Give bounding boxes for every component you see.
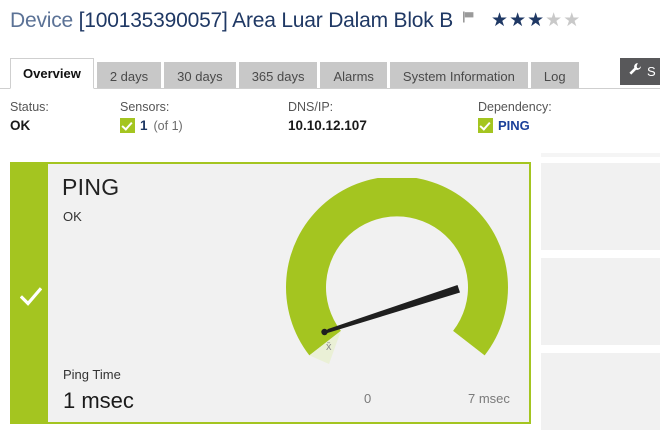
- gauge-max-label: 7 msec: [468, 391, 510, 406]
- gauge-min-label: 0: [364, 391, 372, 406]
- page-title-prefix: Device: [10, 9, 73, 32]
- rating-stars[interactable]: ★ ★ ★ ★ ★: [491, 11, 580, 30]
- metric-value: 1 msec: [63, 388, 134, 413]
- tab-settings[interactable]: S: [620, 58, 660, 85]
- tab-system-information[interactable]: System Information: [389, 62, 528, 89]
- dependency-link[interactable]: PING: [498, 118, 530, 133]
- metric-label: Ping Time: [63, 367, 121, 382]
- sensors-count: 1: [140, 118, 148, 133]
- device-status-bar: Status: OK Sensors: 1 (of 1) DNS/IP: 10.…: [0, 92, 660, 150]
- tab-overview[interactable]: Overview: [10, 58, 94, 89]
- tab-2-days[interactable]: 2 days: [96, 62, 162, 89]
- sensor-state: OK: [63, 209, 82, 224]
- gauge-arc: [286, 178, 508, 356]
- tab-alarms[interactable]: Alarms: [320, 62, 387, 89]
- gauge-needle: [322, 285, 460, 335]
- gauge-average-wedge: [309, 330, 341, 364]
- gauge-svg: [286, 178, 508, 364]
- side-panel-top-spacer: [541, 153, 660, 157]
- sensor-status-stripe: [12, 164, 48, 422]
- check-icon: [120, 118, 135, 133]
- page-title-main: [100135390057] Area Luar Dalam Blok B: [78, 9, 454, 32]
- dependency-label: Dependency:: [478, 100, 552, 114]
- star-3[interactable]: ★: [527, 9, 545, 31]
- sensors-value: 1 (of 1): [120, 118, 183, 133]
- status-field-sensors: Sensors: 1 (of 1): [120, 100, 183, 133]
- sensors-label: Sensors:: [120, 100, 170, 114]
- status-field-dependency: Dependency: PING: [478, 100, 552, 133]
- gauge-average-marker: x̄: [326, 341, 332, 353]
- status-label: Status:: [10, 100, 49, 114]
- side-panel-2[interactable]: [541, 258, 660, 345]
- star-2[interactable]: ★: [509, 9, 527, 31]
- flag-icon[interactable]: [461, 10, 475, 29]
- star-1[interactable]: ★: [491, 9, 509, 31]
- check-icon: [478, 118, 493, 133]
- star-5[interactable]: ★: [563, 9, 581, 31]
- side-panel-3[interactable]: [541, 353, 660, 430]
- dnsip-value: 10.10.12.107: [288, 118, 367, 133]
- tab-bar: Overview 2 days 30 days 365 days Alarms …: [0, 58, 660, 90]
- sensor-card[interactable]: PING OK Ping Time 1 msec x̄ 0 7 msec: [10, 162, 531, 424]
- sensors-total: (of 1): [153, 118, 183, 133]
- check-icon: [19, 286, 43, 308]
- dependency-value[interactable]: PING: [478, 118, 552, 133]
- tab-bar-underline: [0, 88, 660, 89]
- tab-365-days[interactable]: 365 days: [238, 62, 318, 89]
- sensor-card-body: PING OK Ping Time 1 msec x̄ 0 7 msec: [48, 164, 529, 422]
- tab-30-days[interactable]: 30 days: [164, 62, 236, 89]
- star-4[interactable]: ★: [545, 9, 563, 31]
- gauge-needle-pivot: [321, 328, 328, 336]
- tab-settings-label: S: [647, 64, 656, 79]
- wrench-icon: [628, 58, 642, 85]
- dnsip-label: DNS/IP:: [288, 100, 334, 114]
- ping-time-gauge: x̄ 0 7 msec: [272, 178, 522, 418]
- sensor-name[interactable]: PING: [62, 174, 120, 200]
- status-field-status: Status: OK: [10, 100, 49, 133]
- status-field-dnsip: DNS/IP: 10.10.12.107: [288, 100, 367, 133]
- page-title: Device [100135390057] Area Luar Dalam Bl…: [10, 9, 580, 33]
- tab-log[interactable]: Log: [530, 62, 579, 89]
- side-panel-1[interactable]: [541, 163, 660, 250]
- status-value: OK: [10, 118, 31, 133]
